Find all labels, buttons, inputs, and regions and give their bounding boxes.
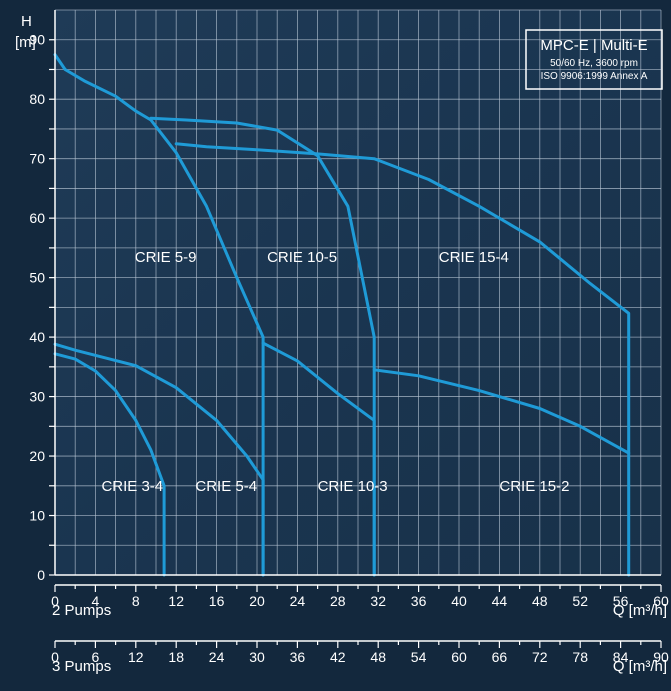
x-tick-label-3-pumps: 66	[492, 649, 508, 665]
x-tick-label-2-pumps: 4	[92, 593, 100, 609]
x-axis-2-pumps-unit: Q [m³/h]	[613, 602, 667, 619]
info-box-frame	[525, 29, 663, 90]
x-tick-label-3-pumps: 18	[168, 649, 184, 665]
x-tick-label-2-pumps: 24	[290, 593, 306, 609]
y-tick-label: 80	[29, 91, 45, 107]
x-tick-label-2-pumps: 40	[451, 593, 467, 609]
x-tick-label-3-pumps: 90	[653, 649, 669, 665]
x-tick-label-3-pumps: 54	[411, 649, 427, 665]
curve-crie-15-2	[372, 368, 631, 455]
info-box-line1: 50/60 Hz, 3600 rpm	[550, 58, 638, 69]
curve-crie-3-4	[53, 352, 166, 577]
x-axis-3-pumps-name: 3 Pumps	[52, 658, 111, 675]
x-axis-3-pumps-unit: Q [m³/h]	[613, 658, 667, 675]
curve-crie-10-5	[149, 116, 376, 577]
x-tick-label-2-pumps: 48	[532, 593, 548, 609]
y-tick-label: 10	[29, 508, 45, 524]
x-tick-label-2-pumps: 44	[492, 593, 508, 609]
x-tick-label-2-pumps: 56	[613, 593, 629, 609]
x-tick-label-2-pumps: 28	[330, 593, 346, 609]
x-tick-label-2-pumps: 0	[51, 593, 59, 609]
x-tick-label-2-pumps: 60	[653, 593, 669, 609]
curve-crie-15-4	[174, 142, 631, 577]
curve-crie-5-9	[53, 53, 265, 577]
y-axis-title-line1: H	[21, 13, 32, 30]
curves	[53, 53, 631, 577]
x-tick-label-3-pumps: 0	[51, 649, 59, 665]
curve-crie-10-3	[261, 341, 376, 577]
x-tick-label-3-pumps: 6	[92, 649, 100, 665]
x-tick-label-3-pumps: 48	[370, 649, 386, 665]
x-tick-label-3-pumps: 72	[532, 649, 548, 665]
x-tick-label-3-pumps: 60	[451, 649, 467, 665]
series-label-crie-10-5: CRIE 10-5	[267, 249, 337, 266]
x-tick-label-3-pumps: 36	[290, 649, 306, 665]
x-tick-label-2-pumps: 36	[411, 593, 427, 609]
info-box-title: MPC-E | Multi-E	[540, 37, 647, 54]
info-box: MPC-E | Multi-E 50/60 Hz, 3600 rpm ISO 9…	[525, 29, 663, 90]
y-tick-label: 30	[29, 389, 45, 405]
curve-crie-5-4	[53, 342, 265, 577]
x-axis-2-pumps-name: 2 Pumps	[52, 602, 111, 619]
series-label-crie-5-4: CRIE 5-4	[195, 478, 257, 495]
x-tick-label-3-pumps: 30	[249, 649, 265, 665]
y-tick-label: 50	[29, 270, 45, 286]
x-tick-label-3-pumps: 42	[330, 649, 346, 665]
y-tick-label: 90	[29, 32, 45, 48]
series-label-crie-15-4: CRIE 15-4	[439, 249, 509, 266]
series-label-crie-15-2: CRIE 15-2	[499, 478, 569, 495]
series-labels: CRIE 3-4 CRIE 5-4 CRIE 5-9 CRIE 10-5 CRIE 10…	[101, 249, 569, 495]
x-tick-label-2-pumps: 52	[572, 593, 588, 609]
x-tick-label-3-pumps: 24	[209, 649, 225, 665]
x-tick-label-2-pumps: 16	[209, 593, 225, 609]
y-axis-title-line2: [m]	[15, 34, 36, 51]
series-label-crie-10-3: CRIE 10-3	[318, 478, 388, 495]
y-tick-label: 0	[37, 567, 45, 583]
x-tick-label-2-pumps: 8	[132, 593, 140, 609]
x-tick-label-2-pumps: 12	[168, 593, 184, 609]
series-label-crie-5-9: CRIE 5-9	[135, 249, 197, 266]
grid	[54, 9, 662, 575]
x-tick-label-3-pumps: 84	[613, 649, 629, 665]
y-tick-label: 70	[29, 151, 45, 167]
x-tick-label-2-pumps: 20	[249, 593, 265, 609]
x-tick-label-2-pumps: 32	[370, 593, 386, 609]
y-tick-label: 20	[29, 448, 45, 464]
x-tick-label-3-pumps: 12	[128, 649, 144, 665]
y-tick-label: 60	[29, 210, 45, 226]
y-tick-label: 40	[29, 329, 45, 345]
series-label-crie-3-4: CRIE 3-4	[101, 478, 163, 495]
x-tick-label-3-pumps: 78	[572, 649, 588, 665]
info-box-line2: ISO 9906:1999 Annex A	[541, 71, 648, 82]
